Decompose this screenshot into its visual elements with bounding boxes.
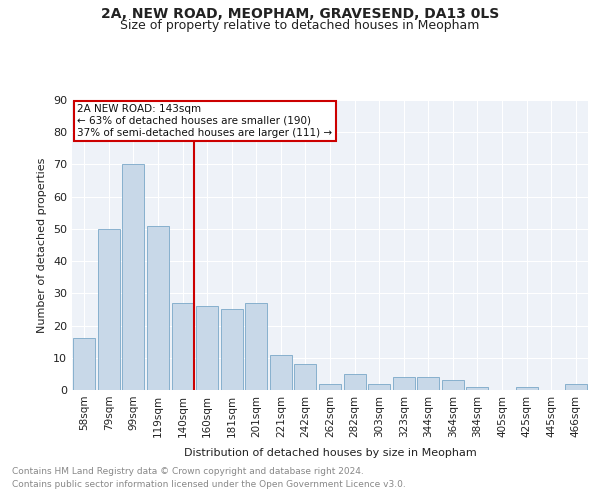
Text: 2A NEW ROAD: 143sqm
← 63% of detached houses are smaller (190)
37% of semi-detac: 2A NEW ROAD: 143sqm ← 63% of detached ho… bbox=[77, 104, 332, 138]
Bar bbox=[122, 164, 145, 390]
Bar bbox=[515, 387, 538, 390]
Text: Contains public sector information licensed under the Open Government Licence v3: Contains public sector information licen… bbox=[12, 480, 406, 489]
Bar bbox=[147, 226, 169, 390]
Bar bbox=[442, 380, 464, 390]
Bar bbox=[221, 310, 243, 390]
Bar bbox=[368, 384, 390, 390]
Bar bbox=[73, 338, 95, 390]
Bar bbox=[417, 377, 439, 390]
Y-axis label: Number of detached properties: Number of detached properties bbox=[37, 158, 47, 332]
Bar bbox=[319, 384, 341, 390]
Text: Size of property relative to detached houses in Meopham: Size of property relative to detached ho… bbox=[121, 19, 479, 32]
Bar bbox=[196, 306, 218, 390]
Text: 2A, NEW ROAD, MEOPHAM, GRAVESEND, DA13 0LS: 2A, NEW ROAD, MEOPHAM, GRAVESEND, DA13 0… bbox=[101, 8, 499, 22]
Bar bbox=[245, 303, 268, 390]
Bar bbox=[98, 229, 120, 390]
Bar bbox=[466, 387, 488, 390]
Text: Distribution of detached houses by size in Meopham: Distribution of detached houses by size … bbox=[184, 448, 476, 458]
Bar bbox=[392, 377, 415, 390]
Bar bbox=[565, 384, 587, 390]
Bar bbox=[344, 374, 365, 390]
Text: Contains HM Land Registry data © Crown copyright and database right 2024.: Contains HM Land Registry data © Crown c… bbox=[12, 467, 364, 476]
Bar bbox=[295, 364, 316, 390]
Bar bbox=[270, 354, 292, 390]
Bar bbox=[172, 303, 194, 390]
